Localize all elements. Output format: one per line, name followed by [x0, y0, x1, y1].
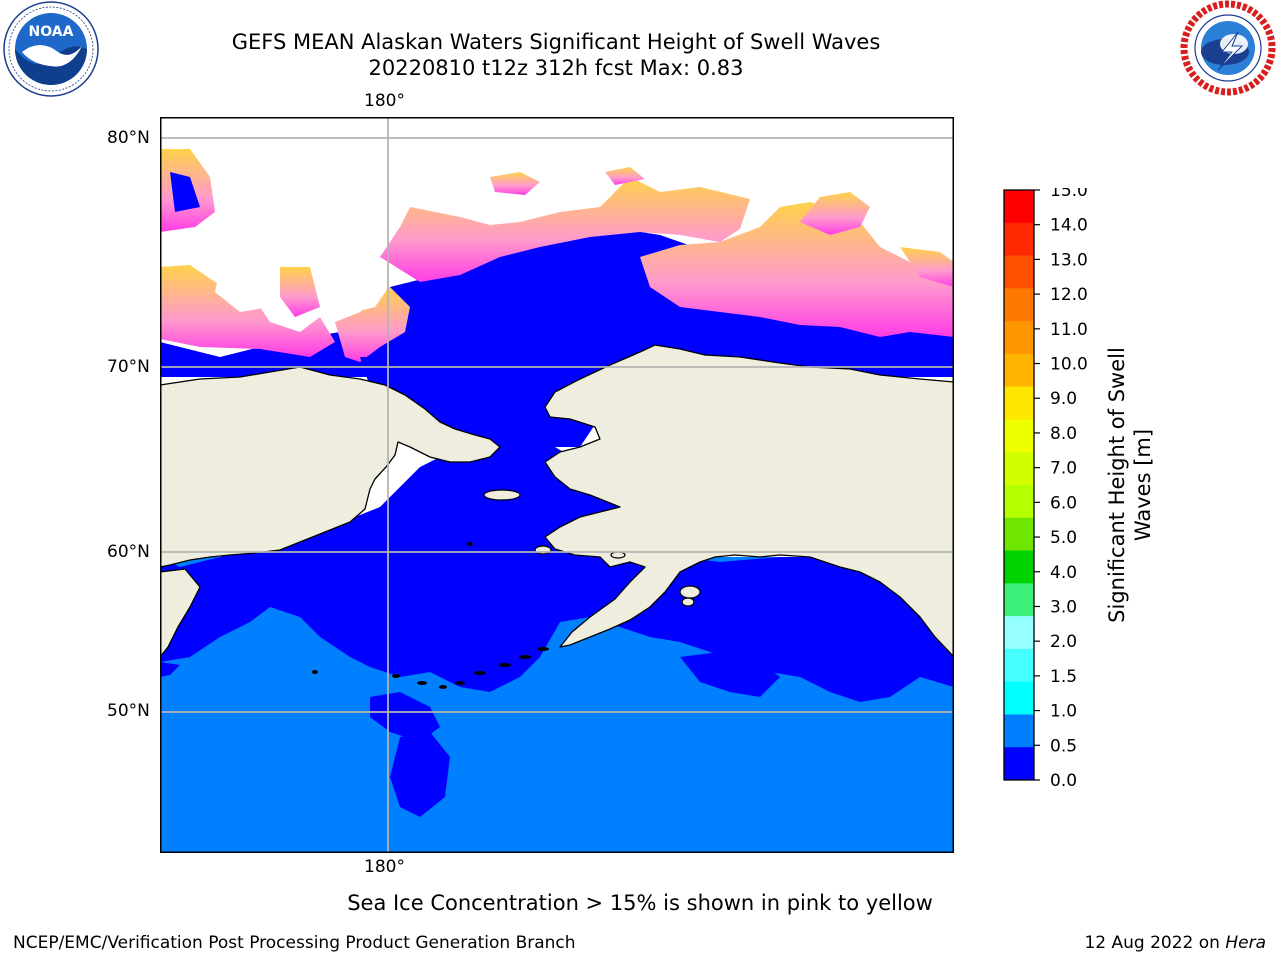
- colorbar-segment: [1004, 616, 1034, 650]
- colorbar-segment: [1004, 190, 1034, 224]
- sea-ice-note: Sea Ice Concentration > 15% is shown in …: [347, 891, 933, 915]
- colorbar-segment: [1004, 648, 1034, 683]
- lon-label-top: 180°: [364, 91, 405, 111]
- graticule: [160, 117, 954, 853]
- colorbar-tick-label: 5.0: [1050, 528, 1077, 548]
- colorbar-segment: [1004, 255, 1034, 289]
- colorbar-tick-label: 6.0: [1050, 493, 1077, 513]
- lat-label-80: 80°N: [107, 128, 150, 148]
- lon-label-bottom: 180°: [364, 857, 405, 877]
- colorbar-tick-label: 0.0: [1050, 771, 1077, 788]
- colorbar-tick-label: 12.0: [1050, 285, 1088, 305]
- colorbar-tick-label: 3.0: [1050, 597, 1077, 617]
- land-siberia: [160, 366, 501, 568]
- noaa-logo: NOAA: [3, 1, 99, 97]
- machine-name: Hera: [1225, 933, 1266, 953]
- colorbar-tick-label: 4.0: [1050, 563, 1077, 583]
- chart-subtitle: 20220810 t12z 312h fcst Max: 0.83: [368, 56, 744, 80]
- chart-title: GEFS MEAN Alaskan Waters Significant Hei…: [231, 30, 881, 54]
- credit-line: NCEP/EMC/Verification Post Processing Pr…: [13, 933, 576, 953]
- colorbar-tick-label: 10.0: [1050, 355, 1088, 375]
- colorbar-border: [1003, 189, 1035, 781]
- colorbar-segment: [1004, 550, 1034, 584]
- colorbar-segment: [1004, 353, 1034, 388]
- colorbar-segment: [1004, 386, 1034, 420]
- colorbar-tick-label: 7.0: [1050, 459, 1077, 479]
- swell-height-map: [160, 117, 954, 853]
- colorbar-tick-label: 13.0: [1050, 250, 1088, 270]
- colorbar-segment: [1004, 222, 1034, 257]
- colorbar-tick-label: 15.0: [1050, 188, 1088, 201]
- colorbar-tick-label: 1.0: [1050, 702, 1077, 722]
- colorbar-segment: [1004, 517, 1034, 552]
- colorbar-tick-label: 1.5: [1050, 667, 1077, 687]
- nws-logo: [1180, 0, 1276, 96]
- colorbar-segment: [1004, 583, 1034, 617]
- colorbar: 15.0 14.0 13.0 12.0 11.0 10.0 9.0 8.0 7.0 6.0 5.0 4…: [1003, 188, 1088, 788]
- bering-water: [160, 435, 954, 702]
- colorbar-segment: [1004, 321, 1034, 355]
- lat-label-50: 50°N: [107, 701, 150, 721]
- sea-ice: [160, 149, 954, 362]
- colorbar-segment: [1004, 747, 1034, 781]
- lat-label-60: 60°N: [107, 542, 150, 562]
- colorbar-tick-label: 11.0: [1050, 320, 1088, 340]
- svg-text:NOAA: NOAA: [29, 24, 74, 40]
- colorbar-segment: [1004, 485, 1034, 519]
- colorbar-segment: [1004, 452, 1034, 486]
- date-stamp: 12 Aug 2022 on Hera: [1084, 933, 1266, 953]
- colorbar-segment: [1004, 714, 1034, 748]
- colorbar-tick-label: 14.0: [1050, 216, 1088, 236]
- colorbar-segment: [1004, 419, 1034, 453]
- colorbar-tick-label: 2.0: [1050, 632, 1077, 652]
- colorbar-segment: [1004, 681, 1034, 715]
- colorbar-segment: [1004, 288, 1034, 322]
- colorbar-tick-label: 9.0: [1050, 389, 1077, 409]
- colorbar-tick-label: 0.5: [1050, 736, 1077, 756]
- lat-label-70: 70°N: [107, 357, 150, 377]
- colorbar-tick-label: 8.0: [1050, 424, 1077, 444]
